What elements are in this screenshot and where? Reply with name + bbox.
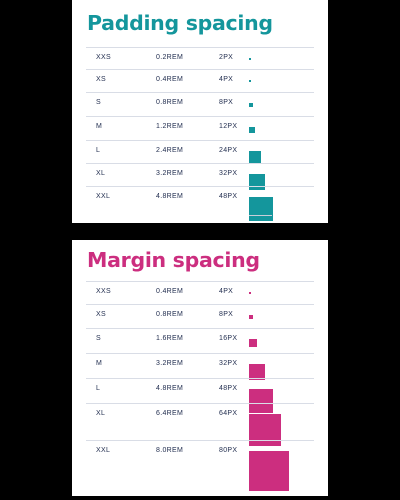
px-value: 48PX: [219, 193, 238, 200]
size-swatch: [249, 197, 273, 221]
size-token-label: L: [96, 385, 101, 392]
size-swatch: [249, 339, 257, 347]
spacing-row-m: M 3.2REM 32PX: [86, 353, 314, 380]
size-swatch: [249, 151, 261, 163]
spacing-row-xl: XL 6.4REM 64PX: [86, 403, 314, 446]
rem-value: 0.8REM: [156, 99, 184, 106]
size-token-label: M: [96, 123, 103, 130]
spacing-row-m: M 1.2REM 12PX: [86, 116, 314, 141]
padding-spacing-title: Padding spacing: [87, 11, 273, 35]
rem-value: 2.4REM: [156, 147, 184, 154]
px-value: 12PX: [219, 123, 238, 130]
rem-value: 1.6REM: [156, 335, 184, 342]
size-swatch: [249, 58, 251, 60]
table-end-divider: [249, 215, 272, 216]
rem-value: 1.2REM: [156, 123, 184, 130]
px-value: 4PX: [219, 76, 234, 83]
rem-value: 6.4REM: [156, 410, 184, 417]
size-token-label: S: [96, 99, 101, 106]
size-token-label: XXS: [96, 288, 111, 295]
px-value: 64PX: [219, 410, 238, 417]
px-value: 24PX: [219, 147, 238, 154]
size-swatch: [249, 389, 273, 413]
size-swatch: [249, 315, 253, 319]
size-token-label: XS: [96, 311, 106, 318]
rem-value: 3.2REM: [156, 170, 184, 177]
px-value: 32PX: [219, 360, 238, 367]
size-token-label: XS: [96, 76, 106, 83]
size-token-label: XXS: [96, 54, 111, 61]
rem-value: 4.8REM: [156, 193, 184, 200]
size-token-label: XL: [96, 410, 106, 417]
size-swatch: [249, 451, 289, 491]
rem-value: 3.2REM: [156, 360, 184, 367]
rem-value: 0.2REM: [156, 54, 184, 61]
spacing-row-l: L 2.4REM 24PX: [86, 140, 314, 164]
padding-spacing-card: Padding spacing XXS 0.2REM 2PX XS 0.4REM 4PX S…: [72, 0, 328, 223]
rem-value: 0.4REM: [156, 76, 184, 83]
margin-spacing-card: Margin spacing XXS 0.4REM 4PX XS 0.8REM 8PX S 1…: [72, 240, 328, 496]
px-value: 2PX: [219, 54, 234, 61]
size-token-label: M: [96, 360, 103, 367]
size-swatch: [249, 103, 253, 107]
margin-spacing-title: Margin spacing: [87, 248, 260, 272]
spacing-row-s: S 0.8REM 8PX: [86, 92, 314, 117]
size-swatch: [249, 364, 265, 380]
spacing-row-s: S 1.6REM 16PX: [86, 328, 314, 354]
rem-value: 0.8REM: [156, 311, 184, 318]
rem-value: 8.0REM: [156, 447, 184, 454]
rem-value: 0.4REM: [156, 288, 184, 295]
size-swatch: [249, 292, 251, 294]
size-token-label: S: [96, 335, 101, 342]
spacing-row-xxs: XXS 0.4REM 4PX: [86, 281, 314, 305]
spacing-row-xxl: XXL 4.8REM 48PX: [86, 186, 314, 221]
size-token-label: XL: [96, 170, 106, 177]
spacing-row-xs: XS 0.4REM 4PX: [86, 69, 314, 93]
size-swatch: [249, 127, 255, 133]
spacing-row-xxl: XXL 8.0REM 80PX: [86, 440, 314, 491]
size-swatch: [249, 80, 251, 82]
size-token-label: L: [96, 147, 101, 154]
px-value: 80PX: [219, 447, 238, 454]
spacing-row-xxs: XXS 0.2REM 2PX: [86, 47, 314, 70]
px-value: 4PX: [219, 288, 234, 295]
rem-value: 4.8REM: [156, 385, 184, 392]
spacing-row-l: L 4.8REM 48PX: [86, 378, 314, 413]
spacing-row-xs: XS 0.8REM 8PX: [86, 304, 314, 329]
px-value: 16PX: [219, 335, 238, 342]
px-value: 48PX: [219, 385, 238, 392]
px-value: 8PX: [219, 99, 234, 106]
px-value: 32PX: [219, 170, 238, 177]
size-token-label: XXL: [96, 193, 111, 200]
spacing-row-xl: XL 3.2REM 32PX: [86, 163, 314, 190]
px-value: 8PX: [219, 311, 234, 318]
size-token-label: XXL: [96, 447, 111, 454]
